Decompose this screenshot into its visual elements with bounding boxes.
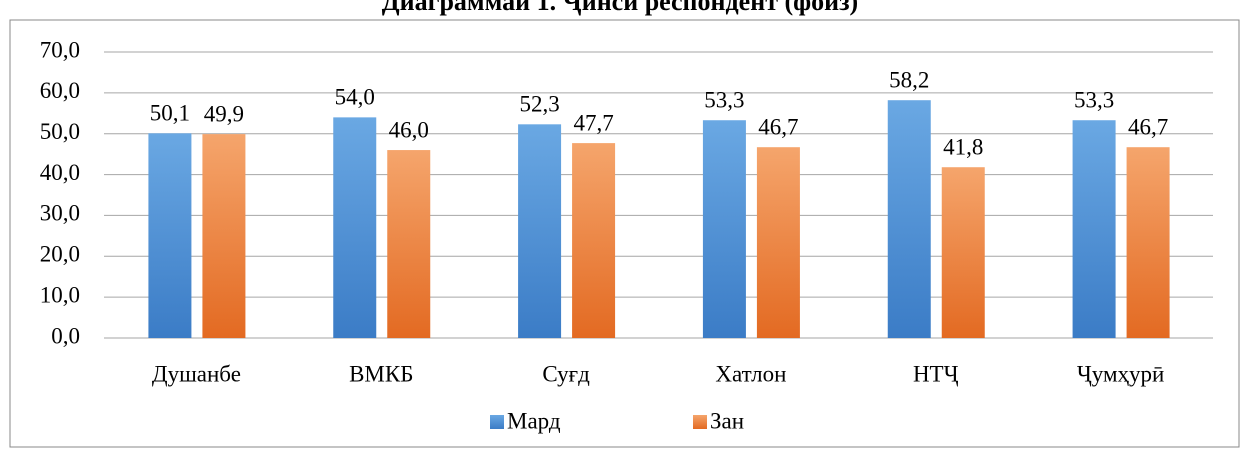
- y-tick-label: 60,0: [40, 78, 80, 103]
- x-tick-label: Душанбе: [152, 361, 241, 386]
- bar: [756, 147, 800, 338]
- y-tick-label: 30,0: [40, 201, 80, 226]
- data-label: 52,3: [519, 92, 559, 117]
- bar: [941, 167, 985, 338]
- x-tick-label: НТҶ: [913, 361, 959, 386]
- data-label: 49,9: [204, 101, 244, 126]
- data-label: 58,2: [889, 67, 929, 92]
- chart-border: [9, 19, 1240, 448]
- data-label: 46,7: [1128, 114, 1168, 139]
- data-label: 53,3: [1074, 88, 1114, 113]
- data-label: 46,7: [758, 114, 798, 139]
- bar: [572, 143, 616, 338]
- bar: [202, 134, 246, 338]
- bar: [387, 150, 431, 338]
- x-tick-label: ВМКБ: [349, 361, 413, 386]
- bar: [887, 100, 931, 338]
- data-label: 41,8: [943, 134, 983, 159]
- y-tick-label: 10,0: [40, 282, 80, 307]
- y-tick-label: 20,0: [40, 242, 80, 267]
- bar: [333, 117, 377, 338]
- bar: [1126, 147, 1170, 338]
- x-tick-label: Ҷумҳурӣ: [1077, 361, 1165, 386]
- data-label: 53,3: [704, 88, 744, 113]
- bar: [702, 120, 746, 338]
- legend-swatch: [693, 415, 707, 429]
- x-tick-label: Суғд: [542, 361, 590, 386]
- data-label: 54,0: [335, 85, 375, 110]
- x-tick-label: Хатлон: [715, 361, 786, 386]
- data-label: 47,7: [573, 110, 613, 135]
- bar: [1072, 120, 1116, 338]
- chart-title: Диаграммаи 1. Ҷинси респондент (фоиз): [382, 0, 858, 16]
- bar: [518, 124, 562, 339]
- y-tick-label: 0,0: [51, 323, 80, 348]
- legend-label: Зан: [710, 408, 744, 433]
- y-tick-label: 70,0: [40, 37, 80, 62]
- y-tick-label: 50,0: [40, 119, 80, 144]
- legend-label: Мард: [507, 408, 561, 433]
- data-label: 50,1: [150, 101, 190, 126]
- legend-swatch: [490, 415, 504, 429]
- data-label: 46,0: [389, 117, 429, 142]
- bar: [148, 133, 192, 338]
- y-tick-label: 40,0: [40, 160, 80, 185]
